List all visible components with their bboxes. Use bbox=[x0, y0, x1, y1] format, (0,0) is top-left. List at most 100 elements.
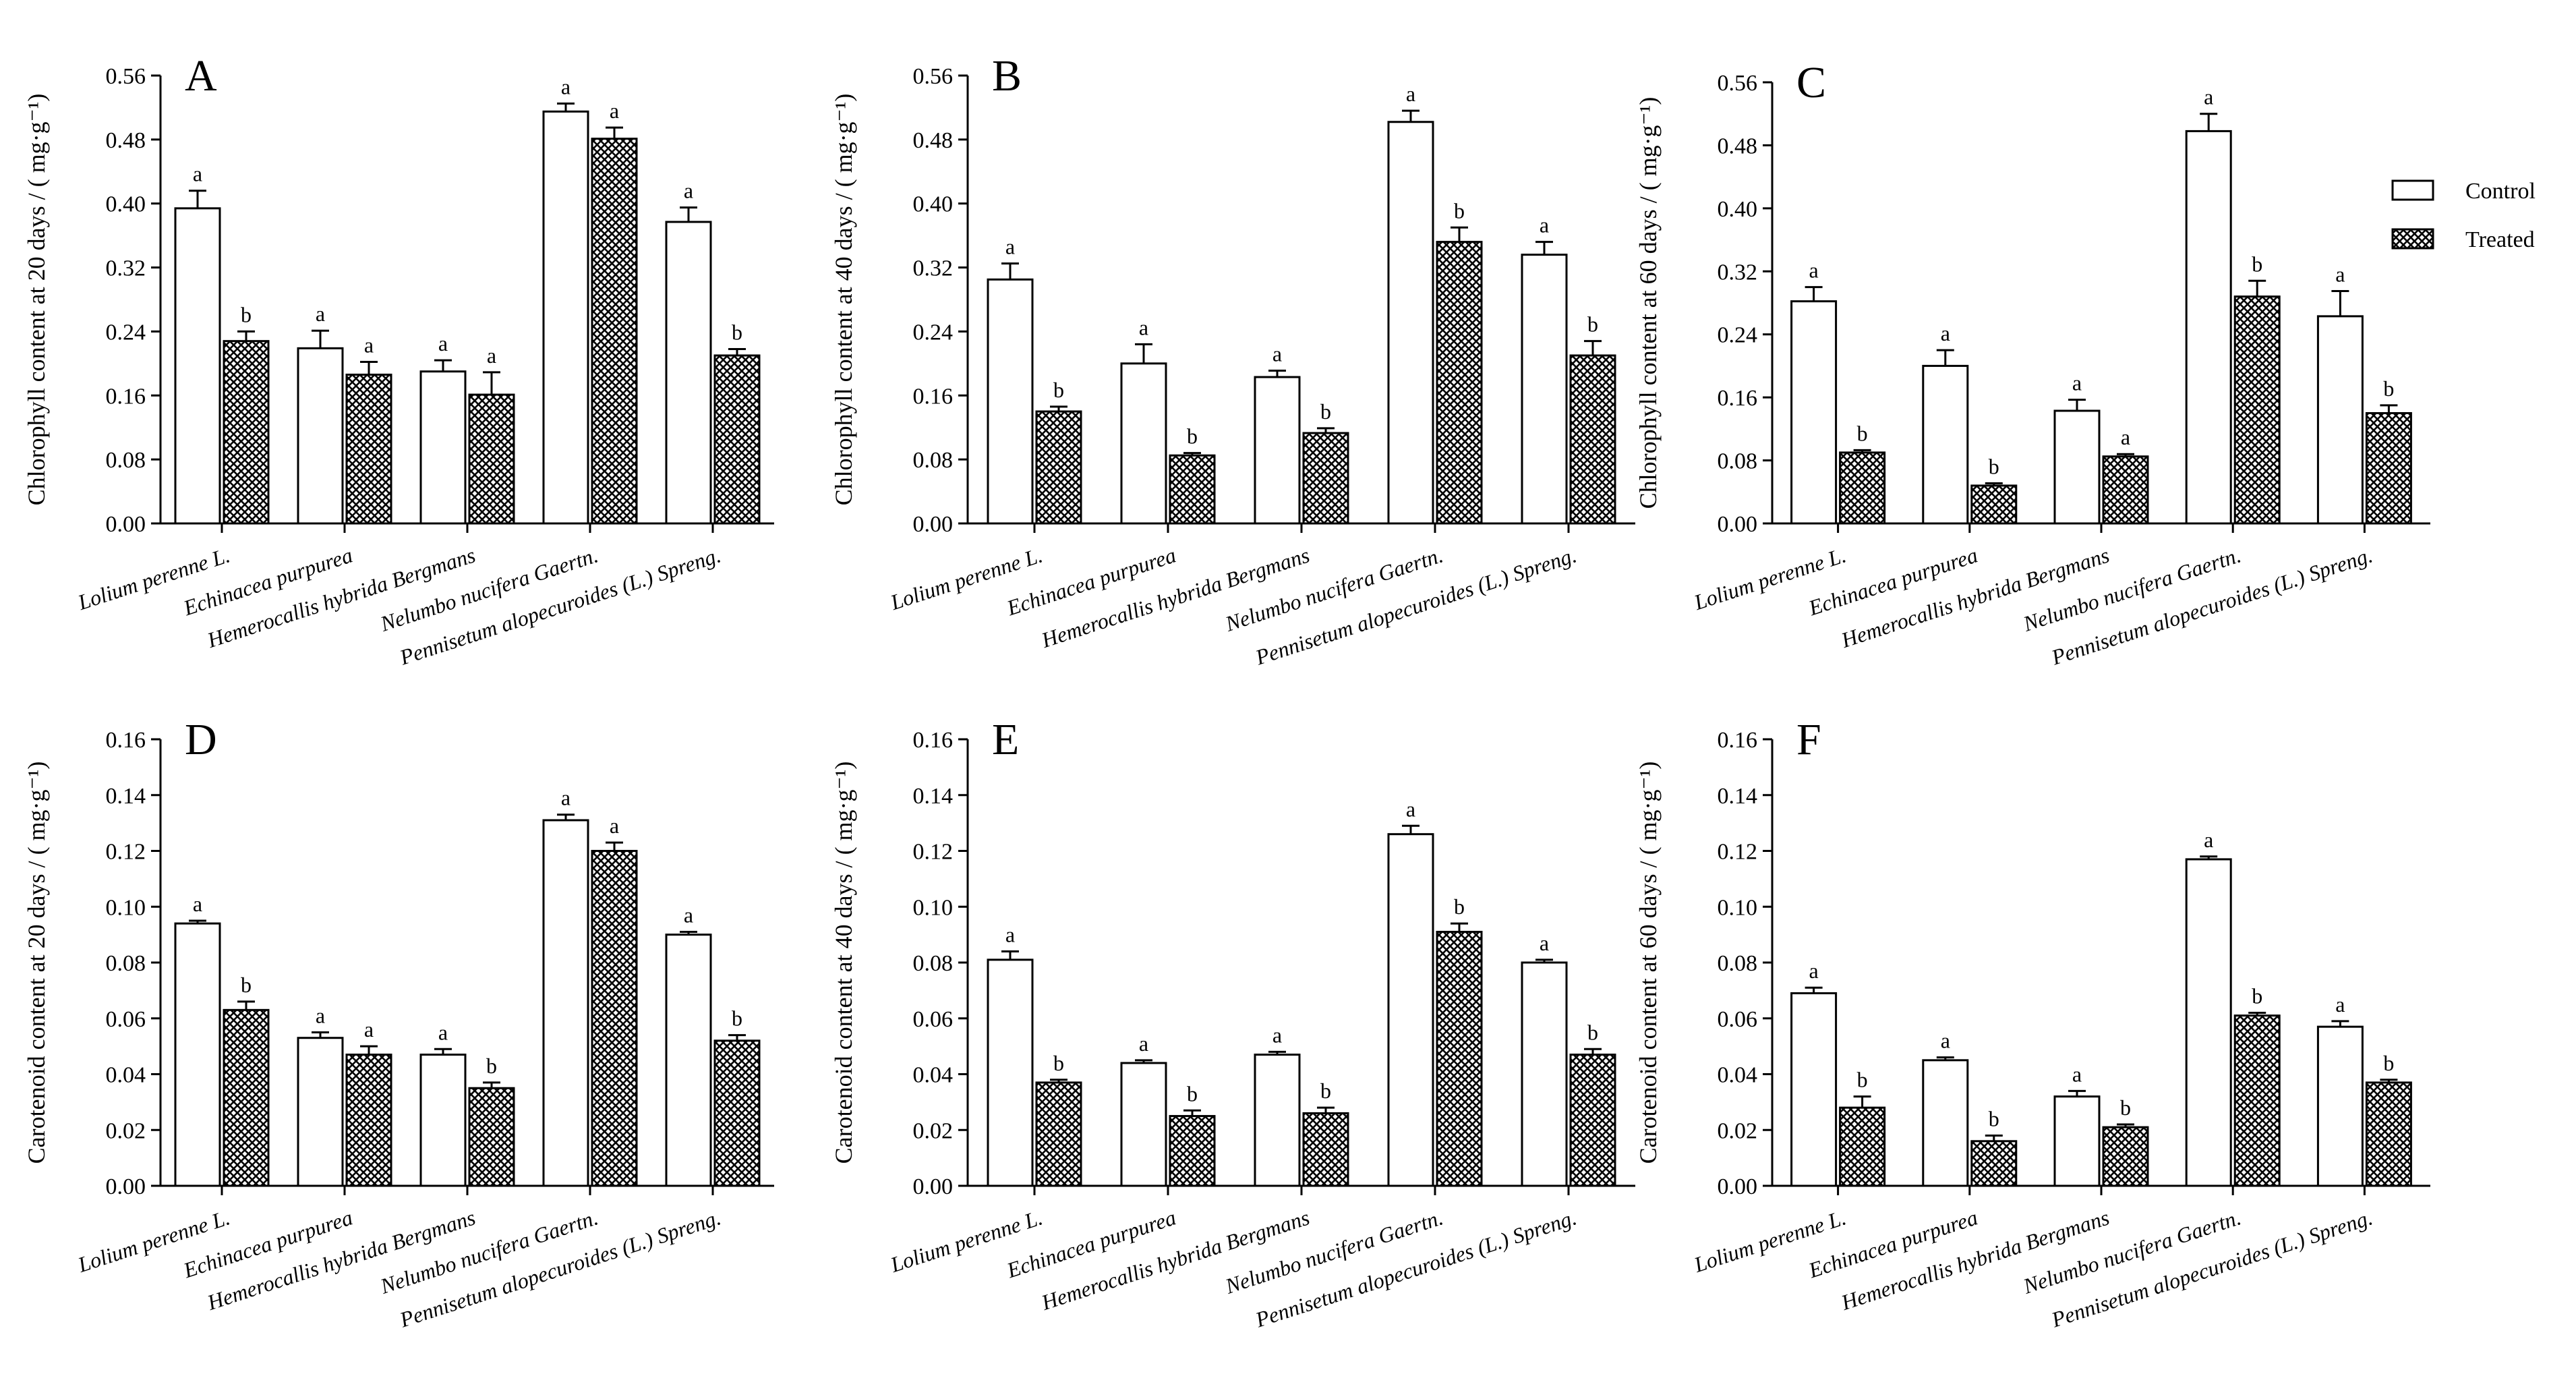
y-axis-label: Carotenoid content at 40 days / ( mg·g⁻¹… bbox=[830, 762, 857, 1164]
y-axis-label: Carotenoid content at 20 days / ( mg·g⁻¹… bbox=[23, 762, 50, 1164]
y-tick-label: 0.08 bbox=[913, 448, 954, 473]
bar-control bbox=[2316, 315, 2364, 525]
panel-letter: D bbox=[185, 715, 217, 764]
y-tick-label: 0.04 bbox=[1718, 1063, 1758, 1088]
y-tick-label: 0.16 bbox=[1718, 728, 1758, 753]
bar-treated bbox=[1839, 1106, 1886, 1187]
significance-letter: a bbox=[438, 331, 448, 355]
bar-treated bbox=[1970, 1140, 2018, 1187]
panel-a: 0.00 0.08 0.16 0.24 0.32 0.40 0.48 0.56 A Chlorop… bbox=[23, 51, 774, 670]
significance-letter: a bbox=[561, 786, 570, 810]
y-tick-label: 0.06 bbox=[106, 1007, 146, 1032]
significance-letter: b bbox=[1053, 378, 1064, 402]
y-tick-label: 0.02 bbox=[1718, 1118, 1758, 1143]
y-tick-label: 0.16 bbox=[1718, 386, 1758, 411]
bar-control bbox=[1922, 364, 1969, 525]
bar-control bbox=[1254, 376, 1301, 525]
significance-letter: b bbox=[241, 302, 252, 326]
y-tick-label: 0.40 bbox=[1718, 197, 1758, 222]
y-tick-label: 0.32 bbox=[1718, 260, 1758, 285]
bar-treated bbox=[468, 1087, 515, 1187]
significance-letter: b bbox=[1187, 1081, 1198, 1106]
significance-letter: b bbox=[241, 973, 252, 997]
significance-letter: a bbox=[438, 1020, 448, 1044]
significance-letter: a bbox=[610, 813, 619, 838]
y-tick-label: 0.08 bbox=[1718, 951, 1758, 976]
panel-letter: E bbox=[992, 715, 1019, 764]
significance-letter: a bbox=[1406, 797, 1415, 821]
y-tick-label: 0.10 bbox=[1718, 895, 1758, 920]
significance-letter: b bbox=[1320, 1079, 1331, 1103]
bar-treated bbox=[591, 850, 638, 1187]
bar-control bbox=[419, 1054, 467, 1187]
bar-treated bbox=[1436, 241, 1483, 525]
panel-c: 0.00 0.08 0.16 0.24 0.32 0.40 0.48 0.56 C Chlorop… bbox=[1635, 58, 2430, 670]
y-tick-label: 0.40 bbox=[106, 192, 146, 217]
bar-control bbox=[1387, 833, 1434, 1187]
bar-control bbox=[297, 1037, 344, 1187]
bar-control bbox=[1387, 121, 1434, 525]
y-tick-label: 0.14 bbox=[1718, 784, 1758, 809]
y-tick-label: 0.06 bbox=[1718, 1007, 1758, 1032]
y-tick-label: 0.16 bbox=[106, 384, 146, 409]
bar-control bbox=[665, 934, 712, 1187]
y-tick-label: 0.04 bbox=[913, 1063, 954, 1088]
y-tick-label: 0.06 bbox=[913, 1007, 954, 1032]
significance-letter: b bbox=[486, 1054, 497, 1078]
significance-letter: a bbox=[1272, 1023, 1282, 1047]
significance-letter: a bbox=[2335, 992, 2345, 1017]
bar-control bbox=[297, 347, 344, 525]
bar-control bbox=[2185, 130, 2232, 525]
significance-letter: a bbox=[2204, 85, 2213, 109]
significance-letter: a bbox=[1540, 931, 1549, 955]
panel-f: 0.00 0.02 0.04 0.06 0.08 0.10 0.12 0.14 0.16 F Car… bbox=[1635, 715, 2430, 1332]
bar-control bbox=[987, 278, 1034, 525]
significance-letter: a bbox=[561, 75, 570, 99]
significance-letter: b bbox=[1989, 454, 1999, 478]
significance-letter: b bbox=[2120, 1095, 2131, 1120]
bar-control bbox=[1922, 1059, 1969, 1187]
y-tick-label: 0.14 bbox=[913, 784, 954, 809]
panel-letter: F bbox=[1796, 715, 1821, 764]
bar-treated bbox=[468, 393, 515, 525]
significance-letter: a bbox=[2072, 1062, 2082, 1086]
y-tick-label: 0.12 bbox=[106, 840, 146, 865]
significance-letter: b bbox=[732, 320, 742, 345]
significance-letter: a bbox=[316, 1003, 325, 1027]
bar-control bbox=[2053, 1095, 2101, 1187]
bar-control bbox=[2185, 858, 2232, 1187]
y-tick-label: 0.08 bbox=[913, 951, 954, 976]
significance-letter: a bbox=[1809, 958, 1818, 983]
significance-letter: a bbox=[316, 302, 325, 326]
significance-letter: a bbox=[684, 903, 693, 927]
significance-letter: b bbox=[732, 1006, 742, 1031]
bar-treated bbox=[2102, 1126, 2149, 1187]
bar-treated bbox=[1169, 454, 1216, 525]
significance-letter: a bbox=[364, 1017, 374, 1041]
bar-control bbox=[174, 207, 221, 525]
bar-control bbox=[1521, 961, 1568, 1187]
y-tick-label: 0.00 bbox=[106, 512, 146, 537]
panel-letter: C bbox=[1796, 58, 1826, 107]
panel-e: 0.00 0.02 0.04 0.06 0.08 0.10 0.12 0.14 0.16 E Car… bbox=[830, 715, 1635, 1332]
y-tick-label: 0.32 bbox=[106, 256, 146, 281]
significance-letter: a bbox=[2204, 828, 2213, 852]
y-tick-label: 0.00 bbox=[913, 512, 954, 537]
panel-letter: A bbox=[185, 51, 217, 101]
significance-letter: b bbox=[1857, 421, 1868, 445]
significance-letter: b bbox=[1053, 1051, 1064, 1075]
y-tick-label: 0.48 bbox=[1718, 134, 1758, 159]
bar-control bbox=[542, 110, 589, 525]
significance-letter: a bbox=[1540, 213, 1549, 237]
significance-letter: b bbox=[1989, 1107, 1999, 1131]
bar-treated bbox=[2233, 1014, 2281, 1187]
significance-letter: a bbox=[2335, 262, 2345, 286]
legend-label-treated: Treated bbox=[2465, 227, 2535, 252]
bar-treated bbox=[1569, 1054, 1616, 1187]
y-axis-label: Chlorophyll content at 20 days / ( mg·g⁻… bbox=[23, 94, 50, 506]
significance-letter: a bbox=[2121, 425, 2130, 449]
significance-letter: a bbox=[1139, 1031, 1148, 1056]
significance-letter: a bbox=[364, 333, 374, 357]
y-tick-label: 0.14 bbox=[106, 784, 146, 809]
